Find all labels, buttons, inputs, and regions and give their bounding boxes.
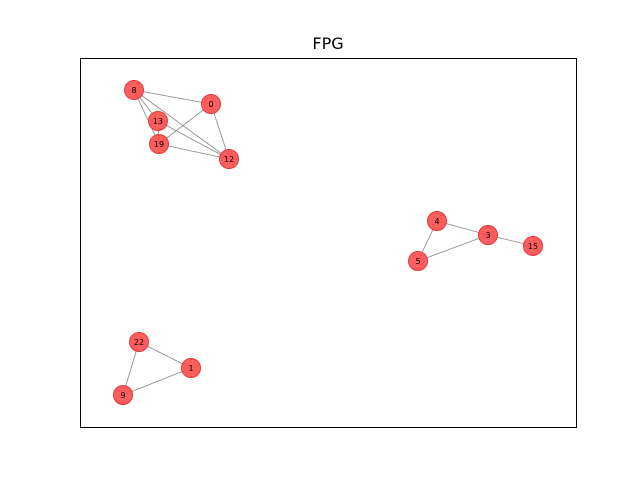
node-9: 9 xyxy=(113,385,133,405)
node-circle xyxy=(427,211,447,231)
edge-8-0 xyxy=(133,89,212,105)
node-label: 9 xyxy=(120,391,125,400)
node-circle xyxy=(113,385,133,405)
node-circle xyxy=(219,149,239,169)
node-19: 19 xyxy=(149,134,169,154)
node-circle xyxy=(201,94,221,114)
node-5: 5 xyxy=(408,251,428,271)
edge-8-12 xyxy=(133,89,230,160)
node-13: 13 xyxy=(148,111,168,131)
node-label: 22 xyxy=(134,338,144,347)
node-circle xyxy=(148,111,168,131)
node-label: 5 xyxy=(415,257,420,266)
node-circle xyxy=(124,80,144,100)
node-22: 22 xyxy=(129,332,149,352)
node-label: 13 xyxy=(153,117,163,126)
node-12: 12 xyxy=(219,149,239,169)
figure-title: FPG xyxy=(312,34,343,53)
node-label: 0 xyxy=(208,100,213,109)
node-label: 3 xyxy=(485,231,490,240)
node-label: 1 xyxy=(188,364,193,373)
node-label: 8 xyxy=(131,86,136,95)
edge-3-5 xyxy=(417,234,489,262)
node-circle xyxy=(181,358,201,378)
plot-frame xyxy=(80,58,577,428)
node-label: 4 xyxy=(434,217,439,226)
edge-19-12 xyxy=(158,143,230,160)
node-label: 12 xyxy=(224,155,234,164)
edge-13-12 xyxy=(157,120,230,160)
node-circle xyxy=(149,134,169,154)
node-circle xyxy=(129,332,149,352)
node-label: 19 xyxy=(154,140,164,149)
node-4: 4 xyxy=(427,211,447,231)
edge-0-19 xyxy=(158,103,212,145)
node-circle xyxy=(523,236,543,256)
node-1: 1 xyxy=(181,358,201,378)
node-0: 0 xyxy=(201,94,221,114)
node-circle xyxy=(478,225,498,245)
node-circle xyxy=(408,251,428,271)
node-label: 15 xyxy=(528,242,538,251)
node-15: 15 xyxy=(523,236,543,256)
edge-1-9 xyxy=(122,367,192,396)
node-8: 8 xyxy=(124,80,144,100)
node-3: 3 xyxy=(478,225,498,245)
